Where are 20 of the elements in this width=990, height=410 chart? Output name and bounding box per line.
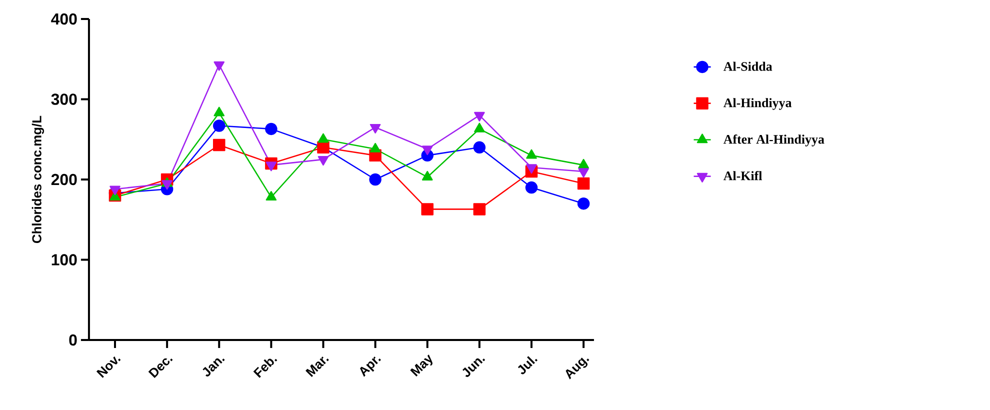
y-axis-title: Chlorides conc.mg/L	[32, 116, 44, 244]
x-tick-label: Jul.	[518, 356, 538, 374]
legend-label: After Al-Hindiyya	[723, 134, 824, 146]
legend-label: Al-Hindiyya	[723, 98, 792, 110]
y-tick-label: 100	[52, 254, 77, 266]
x-tick-label: Dec.	[148, 358, 173, 378]
x-tick-label: May	[410, 354, 432, 376]
x-tick-label: Jun.	[462, 358, 486, 377]
x-tick-label: Aug.	[566, 358, 590, 380]
y-tick-label: 200	[51, 174, 77, 186]
y-tick-label: 0	[69, 334, 77, 346]
legend-label: Al-Sidda	[723, 62, 772, 71]
x-tick-label: Jan.	[202, 358, 225, 376]
x-tick-label: Mar.	[306, 356, 329, 377]
y-tick-label: 400	[51, 13, 77, 25]
x-tick-label: Nov.	[96, 356, 121, 378]
y-tick-label: 300	[51, 94, 77, 105]
legend-label: Al-Kifl	[723, 170, 762, 180]
x-tick-label: Feb.	[253, 358, 278, 378]
x-tick-label: Apr.	[360, 356, 381, 377]
